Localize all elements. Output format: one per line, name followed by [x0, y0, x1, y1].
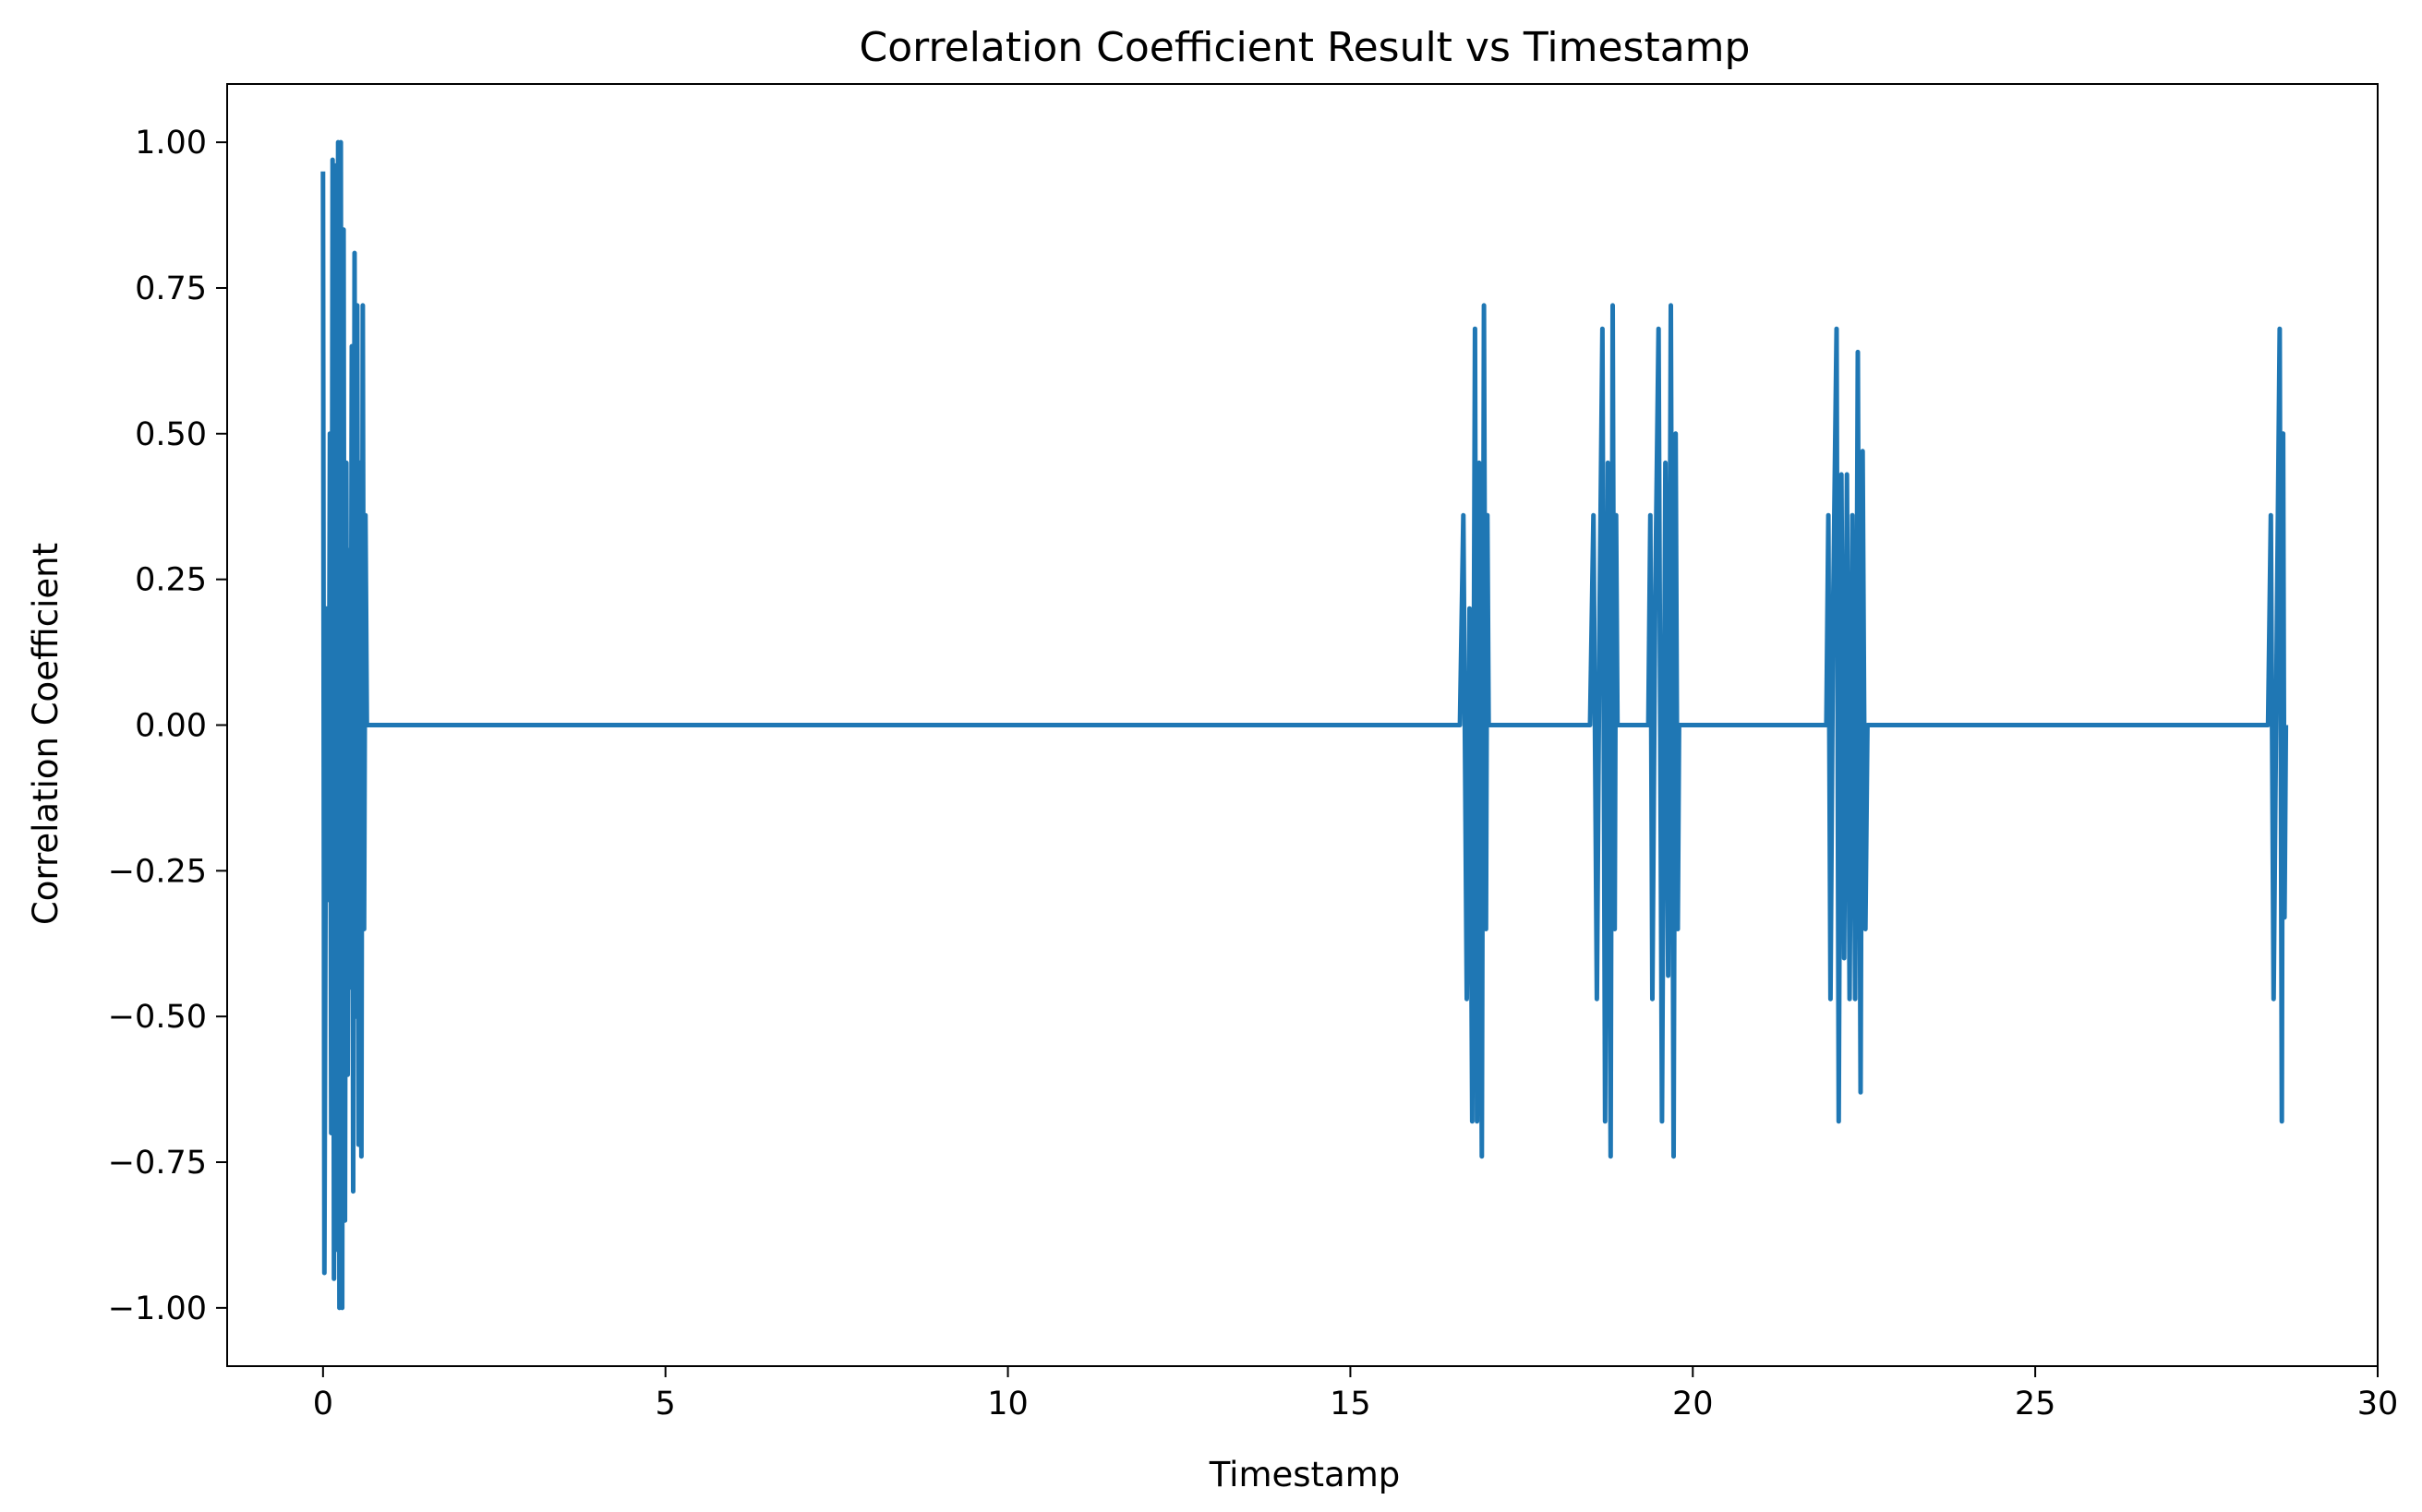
y-tick-label: −0.25 [108, 853, 207, 890]
x-tick-label: 20 [1672, 1386, 1714, 1422]
y-tick-label: 0.25 [135, 562, 207, 599]
y-tick-label: −0.75 [108, 1145, 207, 1182]
x-tick-label: 15 [1330, 1386, 1371, 1422]
y-tick-label: 0.50 [135, 416, 207, 453]
x-tick-label: 10 [987, 1386, 1029, 1422]
x-tick-label: 30 [2357, 1386, 2399, 1422]
y-axis-label: Correlation Coefficient [26, 543, 66, 925]
x-tick-label: 5 [656, 1386, 676, 1422]
x-tick-label: 0 [313, 1386, 333, 1422]
y-tick-label: −1.00 [108, 1290, 207, 1327]
series-line-0 [320, 139, 2289, 1311]
chart-title: Correlation Coefficient Result vs Timest… [860, 24, 1751, 71]
y-tick-label: 0.00 [135, 708, 207, 745]
y-tick-label: 1.00 [135, 125, 207, 162]
plot-area: 0 5 10 15 20 25 30 1.00 0.75 0.50 0.25 0.00 −0.25 −0.… [108, 83, 2399, 1422]
y-tick-label: 0.75 [135, 270, 207, 307]
y-tick-label: −0.50 [108, 999, 207, 1036]
x-axis-label: Timestamp [1209, 1455, 1401, 1494]
x-tick-label: 25 [2015, 1386, 2056, 1422]
